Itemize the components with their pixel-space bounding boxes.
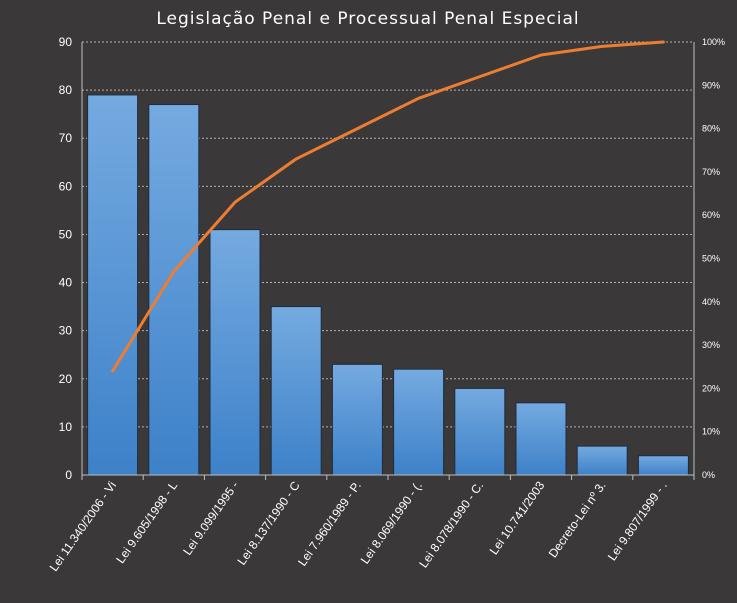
y-tick-label: 70: [59, 131, 73, 145]
x-tick-label: Lei 8.078/1990 - C.: [416, 479, 486, 571]
bar: [209, 229, 261, 476]
y2-tick-label: 60%: [702, 210, 720, 220]
y-tick-label: 10: [59, 420, 73, 434]
y2-tick-label: 40%: [702, 297, 720, 307]
y-tick-label: 80: [59, 83, 73, 97]
bar: [393, 368, 445, 476]
y2-tick-label: 70%: [702, 167, 720, 177]
x-tick-label: Decreto-Lei nº 3.: [546, 479, 609, 561]
y2-tick-label: 10%: [702, 427, 720, 437]
cumulative-line: [111, 40, 665, 373]
x-tick-label: Lei 9.807/1999 - .: [605, 479, 670, 564]
y2-tick-label: 80%: [702, 124, 720, 134]
bar: [87, 94, 139, 476]
bar: [576, 445, 628, 476]
bar: [515, 402, 567, 476]
y-tick-label: 50: [59, 227, 73, 241]
y2-tick-label: 50%: [702, 254, 720, 264]
x-tick-label: Lei 8.137/1990 - C: [235, 478, 303, 567]
y2-tick-label: 0%: [702, 470, 715, 480]
x-tick-label: Lei 8.069/1990 - (.: [358, 479, 425, 567]
axes: [81, 42, 695, 480]
y-tick-label: 20: [59, 372, 73, 386]
y-tick-label: 30: [59, 324, 73, 338]
x-tick-label: Lei 7.960/1989 - P.: [295, 479, 364, 569]
y2-tick-label: 30%: [702, 340, 720, 350]
bar: [148, 104, 200, 476]
cumulative-percent-line: [111, 40, 665, 373]
x-tick-label: Lei 10.741/2003: [487, 478, 548, 557]
y2-tick-label: 90%: [702, 80, 720, 90]
bar: [454, 387, 506, 476]
y-axis-left-ticks: 0 10 20 30 40 50 60 70 80 90: [59, 35, 73, 482]
x-tick-label: Lei 11.340/2006 - Vi: [47, 479, 119, 574]
y2-tick-label: 20%: [702, 383, 720, 393]
bar: [270, 306, 322, 476]
bar: [637, 455, 689, 476]
y-tick-label: 0: [65, 468, 72, 482]
x-tick-label: Lei 9.099/1995 -: [180, 479, 241, 558]
x-tick-label: Lei 9.605/1998 - L: [113, 478, 180, 566]
y-axis-right-ticks: 0% 10% 20% 30% 40% 50% 60% 70% 80% 90% 100%: [702, 37, 725, 480]
bar: [331, 363, 383, 476]
y-tick-label: 60: [59, 179, 73, 193]
y-tick-label: 90: [59, 35, 73, 49]
y-tick-label: 40: [59, 276, 73, 290]
chart-title: Legislação Penal e Processual Penal Espe…: [156, 9, 579, 29]
y2-tick-label: 100%: [702, 37, 725, 47]
bars: [87, 94, 689, 476]
